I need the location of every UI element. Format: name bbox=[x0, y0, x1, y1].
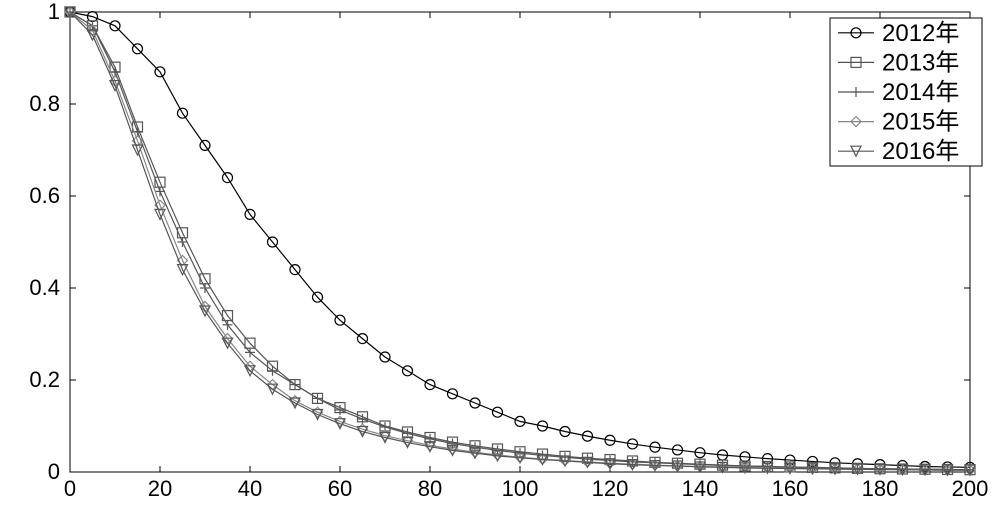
y-tick-label: 0.6 bbox=[29, 183, 60, 208]
legend: 2012年2013年 2014年 2015年2016年 bbox=[830, 18, 982, 166]
x-tick-label: 160 bbox=[772, 476, 809, 501]
x-tick-label: 40 bbox=[238, 476, 262, 501]
x-tick-label: 200 bbox=[952, 476, 989, 501]
legend-label: 2012年 bbox=[882, 20, 959, 47]
x-tick-label: 0 bbox=[64, 476, 76, 501]
x-tick-label: 60 bbox=[328, 476, 352, 501]
x-tick-label: 140 bbox=[682, 476, 719, 501]
x-tick-label: 180 bbox=[862, 476, 899, 501]
line-chart: 0 20 40 60 80 100 120 140 160 180 200 0 0.2 0.4 0.6 0.8… bbox=[0, 0, 1000, 512]
x-tick-label: 120 bbox=[592, 476, 629, 501]
legend-label: 2016年 bbox=[882, 138, 959, 165]
x-tick-label: 80 bbox=[418, 476, 442, 501]
legend-label: 2015年 bbox=[882, 109, 959, 136]
y-tick-label: 1 bbox=[48, 0, 60, 24]
y-tick-label: 0 bbox=[48, 459, 60, 484]
x-tick-label: 20 bbox=[148, 476, 172, 501]
y-tick-label: 0.8 bbox=[29, 91, 60, 116]
legend-label: 2013年 bbox=[882, 49, 959, 76]
y-tick-label: 0.4 bbox=[29, 275, 60, 300]
legend-label: 2014年 bbox=[882, 79, 959, 106]
x-tick-label: 100 bbox=[502, 476, 539, 501]
y-tick-label: 0.2 bbox=[29, 367, 60, 392]
